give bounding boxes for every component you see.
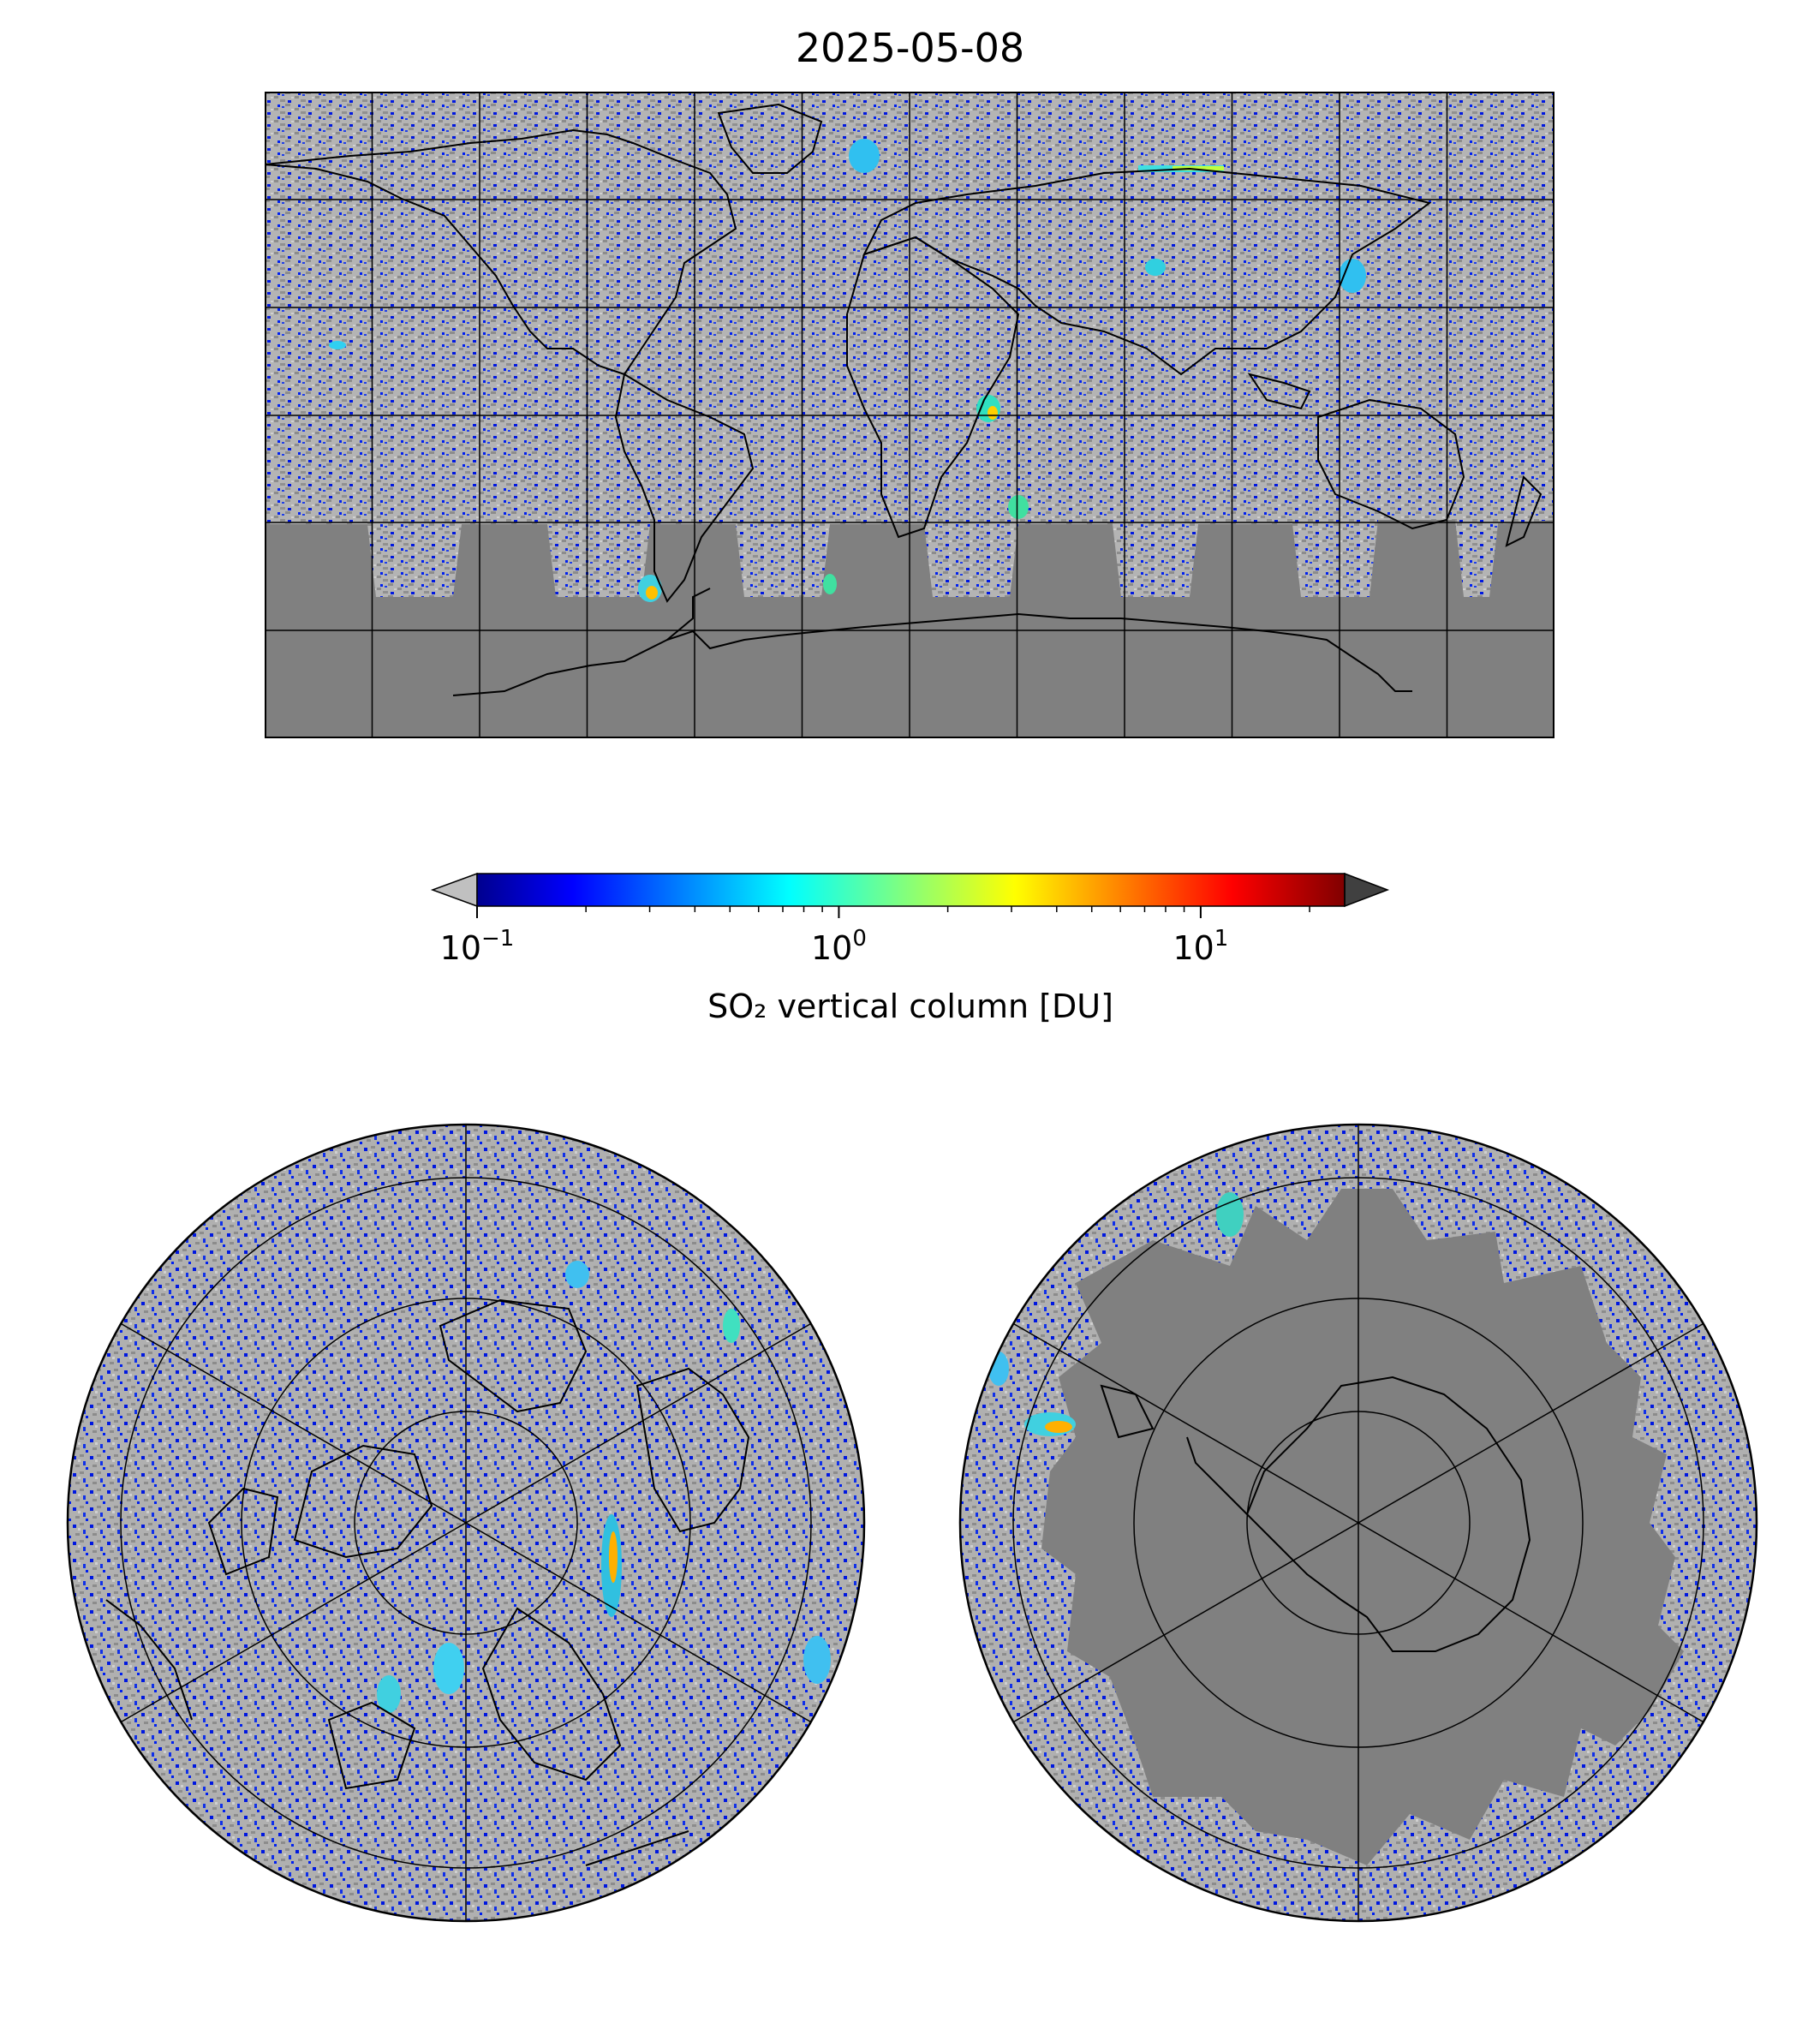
colorbar-tick-label: 101: [1173, 926, 1228, 967]
gridlines: [265, 92, 1554, 738]
so2-plume: [1045, 1421, 1072, 1433]
so2-plume: [609, 1531, 618, 1583]
colorbar-tick-label: 100: [811, 926, 867, 967]
no-data-region: [1041, 1189, 1684, 1865]
so2-plume: [1173, 166, 1224, 170]
so2-plume: [1145, 259, 1166, 276]
so2-plume: [803, 1636, 831, 1684]
colorbar-under-triangle: [430, 872, 478, 908]
colorbar-over-triangle: [1344, 872, 1390, 908]
coastlines: [1100, 1376, 1531, 1652]
so2-plume: [823, 574, 837, 594]
polar-frame: [66, 1123, 866, 1923]
so2-plume: [723, 1309, 740, 1343]
colorbar-label: SO₂ vertical column [DU]: [707, 988, 1113, 1025]
colorbar: 10−1 100 101 SO₂ vertical column [DU]: [430, 872, 1390, 1025]
so2-plume: [1008, 495, 1029, 519]
gridlines: [1009, 1125, 1708, 1921]
so2-plume: [565, 1261, 589, 1288]
so2-plume: [329, 341, 346, 349]
coastlines: [265, 103, 1543, 696]
colorbar-gradient: [477, 874, 1345, 906]
coastlines: [105, 1298, 750, 1866]
so2-plume: [1216, 1192, 1244, 1237]
colorbar-ticks: [476, 906, 1310, 918]
so2-plume: [433, 1643, 464, 1694]
colorbar-frame: [476, 873, 1346, 907]
colorbar-tick-labels: 10−1 100 101: [440, 926, 1229, 967]
so2-plume: [1339, 259, 1366, 293]
world-map: [265, 92, 1554, 738]
gridlines: [116, 1125, 815, 1921]
north-polar-map: [66, 1123, 866, 1923]
figure-title: 2025-05-08: [795, 25, 1025, 71]
so2-plume: [646, 586, 658, 600]
polar-frame: [958, 1123, 1758, 1923]
map-frame: [265, 92, 1554, 738]
so2-plume: [377, 1675, 401, 1713]
south-polar-map: [958, 1123, 1758, 1923]
so2-plume: [988, 406, 998, 420]
so2-plume: [849, 139, 880, 173]
colorbar-tick-label: 10−1: [440, 926, 515, 967]
